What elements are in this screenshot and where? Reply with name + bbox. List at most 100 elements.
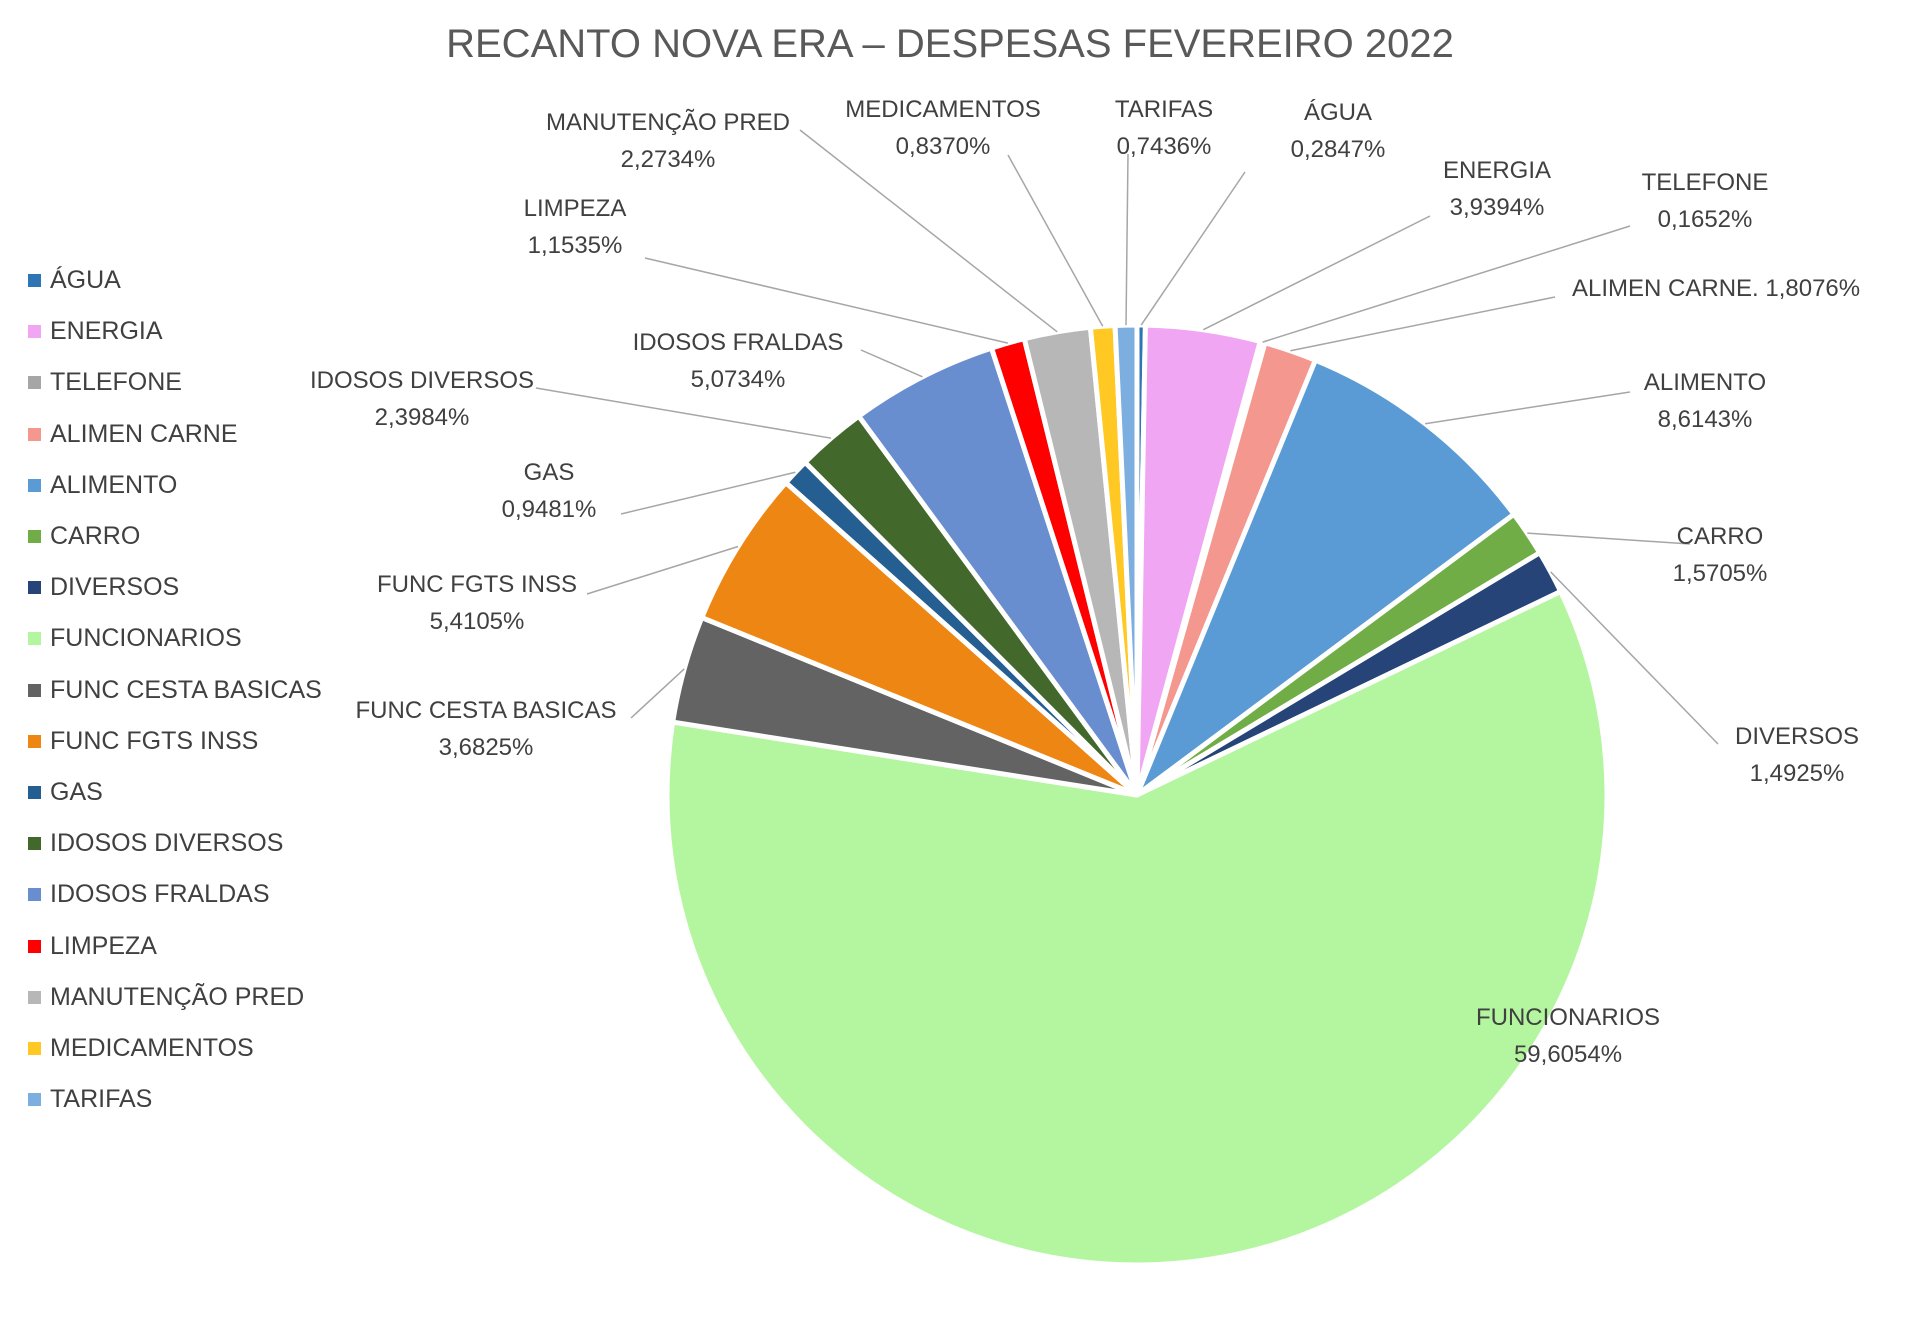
data-label-name: LIMPEZA bbox=[524, 195, 627, 222]
chart-title: RECANTO NOVA ERA – DESPESAS FEVEREIRO 20… bbox=[446, 22, 1454, 66]
data-label-func-cesta-basicas: FUNC CESTA BASICAS 3,6825% bbox=[356, 697, 617, 761]
data-label-medicamentos: MEDICAMENTOS 0,8370% bbox=[845, 96, 1041, 160]
legend-swatch bbox=[28, 427, 41, 441]
pie-slice-tarifas bbox=[1112, 322, 1140, 798]
leader-line-func-fgts-inss bbox=[586, 545, 739, 595]
data-label-value: 5,4105% bbox=[430, 608, 525, 635]
pie-slices bbox=[664, 322, 1610, 1268]
legend-swatch bbox=[28, 1093, 41, 1107]
data-label-name: IDOSOS DIVERSOS bbox=[310, 367, 534, 394]
leader-line-tarifas bbox=[1125, 153, 1129, 326]
data-label-value: 2,3984% bbox=[375, 404, 470, 431]
data-label-name: TELEFONE bbox=[1642, 169, 1769, 196]
legend-item-medicamentos: MEDICAMENTOS bbox=[28, 1023, 358, 1074]
legend-label: TELEFONE bbox=[50, 368, 182, 397]
leader-line-carro bbox=[1527, 532, 1691, 545]
leader-line-alimento bbox=[1425, 391, 1631, 425]
data-label-value: 1,5705% bbox=[1673, 560, 1768, 587]
leader-line-idosos-fraldas bbox=[860, 349, 923, 378]
legend-item-diversos: DIVERSOS bbox=[28, 562, 358, 613]
data-label-alimento: ALIMENTO 8,6143% bbox=[1644, 369, 1766, 433]
data-label-value: 3,6825% bbox=[439, 734, 534, 761]
leader-line-alimen-carne bbox=[1290, 296, 1556, 352]
legend-item-telefone: TELEFONE bbox=[28, 357, 358, 408]
data-label-diversos: DIVERSOS 1,4925% bbox=[1735, 723, 1859, 787]
legend-item-idosos-fraldas: IDOSOS FRALDAS bbox=[28, 869, 358, 920]
legend-label: MEDICAMENTOS bbox=[50, 1033, 254, 1062]
data-label-value: 0,7436% bbox=[1117, 133, 1212, 160]
leader-line-energia bbox=[1203, 215, 1431, 331]
legend-label: CARRO bbox=[50, 522, 141, 551]
data-label-name: FUNC FGTS INSS bbox=[377, 571, 577, 598]
legend-swatch bbox=[28, 1041, 41, 1055]
leader-lines bbox=[535, 129, 1719, 745]
data-label-func-fgts-inss: FUNC FGTS INSS 5,4105% bbox=[377, 571, 577, 635]
legend-label: FUNC FGTS INSS bbox=[50, 726, 259, 755]
legend-swatch bbox=[28, 888, 41, 902]
data-label-energia: ENERGIA 3,9394% bbox=[1443, 157, 1551, 221]
data-label-limpeza: LIMPEZA 1,1535% bbox=[524, 195, 627, 259]
legend-label: ENERGIA bbox=[50, 317, 163, 346]
leader-line-telefone bbox=[1262, 225, 1631, 343]
legend-item-alimento: ALIMENTO bbox=[28, 460, 358, 511]
pie-slice-idosos-fraldas bbox=[856, 345, 1140, 798]
leader-line-manutencao-pred bbox=[799, 129, 1058, 333]
data-label-value: 1,8076% bbox=[1759, 275, 1860, 302]
legend-item-alimen-carne: ALIMEN CARNE bbox=[28, 409, 358, 460]
legend-item-tarifas: TARIFAS bbox=[28, 1074, 358, 1125]
legend-swatch bbox=[28, 837, 41, 851]
data-label-value: 3,9394% bbox=[1450, 194, 1545, 221]
data-labels: ÁGUA 0,2847% ENERGIA 3,9394% TELEFONE 0,1652%… bbox=[310, 96, 1860, 1068]
data-label-name: MANUTENÇÃO PRED bbox=[546, 109, 790, 136]
legend-swatch bbox=[28, 785, 41, 799]
data-label-name: IDOSOS FRALDAS bbox=[633, 329, 844, 356]
legend-item-limpeza: LIMPEZA bbox=[28, 920, 358, 971]
legend-swatch bbox=[28, 990, 41, 1004]
legend-label: FUNC CESTA BASICAS bbox=[50, 675, 322, 704]
legend-label: GAS bbox=[50, 777, 103, 806]
legend-swatch bbox=[28, 939, 41, 953]
data-label-alimen-carne: ALIMEN CARNE. 1,8076% bbox=[1572, 275, 1860, 302]
legend-item-manutencao-pred: MANUTENÇÃO PRED bbox=[28, 972, 358, 1023]
legend-swatch bbox=[28, 376, 41, 390]
legend-swatch bbox=[28, 683, 41, 697]
leader-line-func-cesta-basicas bbox=[630, 668, 685, 719]
data-label-funcionarios: FUNCIONARIOS 59,6054% bbox=[1476, 1004, 1660, 1068]
data-label-value: 1,4925% bbox=[1750, 760, 1845, 787]
legend-item-energia: ENERGIA bbox=[28, 306, 358, 357]
data-label-agua: ÁGUA 0,2847% bbox=[1291, 99, 1386, 163]
data-label-idosos-fraldas: IDOSOS FRALDAS 5,0734% bbox=[633, 329, 844, 393]
pie-slice-alimento bbox=[1134, 357, 1517, 798]
data-label-tarifas: TARIFAS 0,7436% bbox=[1115, 96, 1213, 160]
data-label-value: 0,1652% bbox=[1658, 206, 1753, 233]
legend-item-agua: ÁGUA bbox=[28, 255, 358, 306]
data-label-name: CARRO bbox=[1677, 523, 1764, 550]
data-label-name: ENERGIA bbox=[1443, 157, 1551, 184]
legend: ÁGUA ENERGIA TELEFONE ALIMEN CARNE ALIMENTO C… bbox=[28, 255, 358, 1125]
legend-swatch bbox=[28, 734, 41, 748]
legend-swatch bbox=[28, 325, 41, 339]
data-label-value: 2,2734% bbox=[621, 146, 716, 173]
leader-line-gas bbox=[620, 471, 796, 515]
legend-swatch bbox=[28, 530, 41, 544]
legend-label: IDOSOS FRALDAS bbox=[50, 880, 270, 909]
data-label-name: GAS bbox=[524, 459, 575, 486]
legend-item-idosos-diversos: IDOSOS DIVERSOS bbox=[28, 818, 358, 869]
leader-line-limpeza bbox=[644, 257, 1009, 344]
legend-label: ALIMENTO bbox=[50, 470, 178, 499]
legend-label: ALIMEN CARNE bbox=[50, 419, 238, 448]
legend-swatch bbox=[28, 274, 41, 288]
data-label-carro: CARRO 1,5705% bbox=[1673, 523, 1768, 587]
data-label-value: 59,6054% bbox=[1514, 1041, 1622, 1068]
data-label-telefone: TELEFONE 0,1652% bbox=[1642, 169, 1769, 233]
legend-label: TARIFAS bbox=[50, 1085, 153, 1114]
legend-label: FUNCIONARIOS bbox=[50, 624, 242, 653]
data-label-name: ALIMEN CARNE. bbox=[1572, 275, 1759, 302]
data-label-value: 1,1535% bbox=[528, 232, 623, 259]
data-label-value: 0,9481% bbox=[502, 496, 597, 523]
data-label-name: TARIFAS bbox=[1115, 96, 1213, 123]
leader-line-idosos-diversos bbox=[535, 387, 832, 439]
legend-swatch bbox=[28, 581, 41, 595]
legend-swatch bbox=[28, 478, 41, 492]
